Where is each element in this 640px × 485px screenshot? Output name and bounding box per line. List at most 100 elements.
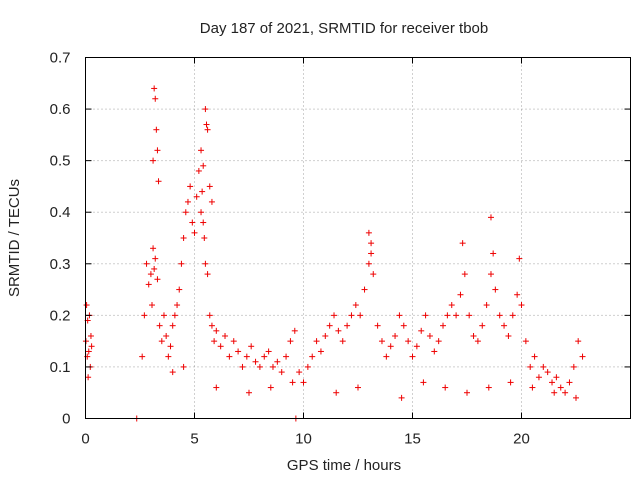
x-tick-label: 5 <box>190 431 198 448</box>
data-point <box>274 358 281 365</box>
data-point <box>409 353 416 360</box>
data-point <box>187 183 194 190</box>
data-point <box>291 327 298 334</box>
data-point <box>573 394 579 401</box>
data-point <box>448 302 455 309</box>
data-point <box>392 332 399 339</box>
data-point <box>322 332 329 339</box>
data-point <box>496 312 503 319</box>
data-point <box>213 327 220 334</box>
x-tick-label: 15 <box>404 431 421 448</box>
data-point <box>296 369 303 376</box>
data-point <box>553 374 560 381</box>
data-point <box>171 312 178 319</box>
data-point <box>143 260 150 267</box>
data-point <box>309 353 316 360</box>
data-point <box>400 322 407 329</box>
data-point <box>562 389 569 396</box>
data-point <box>226 353 233 360</box>
x-tick-label: 0 <box>81 431 89 448</box>
data-point <box>88 343 95 350</box>
data-point <box>575 338 582 345</box>
data-point <box>461 271 468 278</box>
data-point <box>200 162 207 169</box>
data-point <box>331 312 338 319</box>
data-point <box>252 358 259 365</box>
data-point <box>246 389 252 396</box>
data-point <box>405 338 412 345</box>
data-point <box>230 338 237 345</box>
data-point <box>527 363 534 370</box>
data-point <box>193 193 200 200</box>
data-point <box>153 126 160 133</box>
data-point <box>176 286 183 293</box>
data-point <box>289 379 296 386</box>
data-point <box>459 240 466 247</box>
data-point <box>470 332 477 339</box>
points-layer <box>82 85 586 422</box>
data-point <box>453 312 460 319</box>
data-point <box>169 322 176 329</box>
data-point <box>154 147 161 154</box>
data-point <box>204 271 211 278</box>
data-point <box>368 240 375 247</box>
data-point <box>387 343 394 350</box>
data-point <box>150 245 157 252</box>
data-point <box>531 353 538 360</box>
data-point <box>529 384 536 391</box>
data-point <box>145 281 152 288</box>
data-point <box>278 369 285 376</box>
data-point <box>485 384 492 391</box>
y-tick-label: 0.1 <box>50 359 71 376</box>
data-point <box>202 260 209 267</box>
data-point <box>287 338 294 345</box>
data-point <box>333 389 340 396</box>
data-point <box>261 353 268 360</box>
data-point <box>487 214 494 221</box>
data-point <box>522 338 529 345</box>
data-point <box>422 312 429 319</box>
data-point <box>178 260 185 267</box>
data-point <box>549 379 556 386</box>
data-point <box>378 338 385 345</box>
data-point <box>344 322 351 329</box>
data-point <box>243 353 250 360</box>
data-point <box>483 302 490 309</box>
data-point <box>239 363 246 370</box>
data-point <box>248 343 255 350</box>
y-tick-label: 0 <box>62 411 70 428</box>
data-point <box>150 157 157 164</box>
data-point <box>368 250 375 257</box>
data-point <box>235 348 242 355</box>
data-point <box>444 312 451 319</box>
data-point <box>535 374 542 381</box>
data-point <box>442 384 449 391</box>
data-point <box>514 291 521 298</box>
data-point <box>487 271 494 278</box>
data-point <box>85 348 92 355</box>
data-point <box>431 348 438 355</box>
data-point <box>490 250 497 257</box>
data-point <box>147 271 154 278</box>
data-point <box>474 338 481 345</box>
data-point <box>169 369 176 376</box>
data-point <box>304 363 311 370</box>
data-point <box>426 332 433 339</box>
data-point <box>208 322 215 329</box>
data-point <box>200 219 207 226</box>
data-point <box>509 312 516 319</box>
data-point <box>182 209 189 216</box>
y-tick-label: 0.3 <box>50 256 71 273</box>
data-point <box>492 286 499 293</box>
data-point <box>479 322 486 329</box>
data-point <box>557 384 564 391</box>
chart-title: Day 187 of 2021, SRMTID for receiver tbo… <box>200 20 488 37</box>
data-point <box>348 312 355 319</box>
data-point <box>191 229 198 236</box>
data-point <box>435 338 442 345</box>
data-point <box>365 260 372 267</box>
data-point <box>141 312 148 319</box>
data-point <box>544 369 551 376</box>
y-tick-label: 0.6 <box>50 101 71 118</box>
ticks-layer: 0 0.1 0.2 0.3 0.4 0.5 0.6 0.7 0 5 10 15 20 <box>50 50 631 448</box>
